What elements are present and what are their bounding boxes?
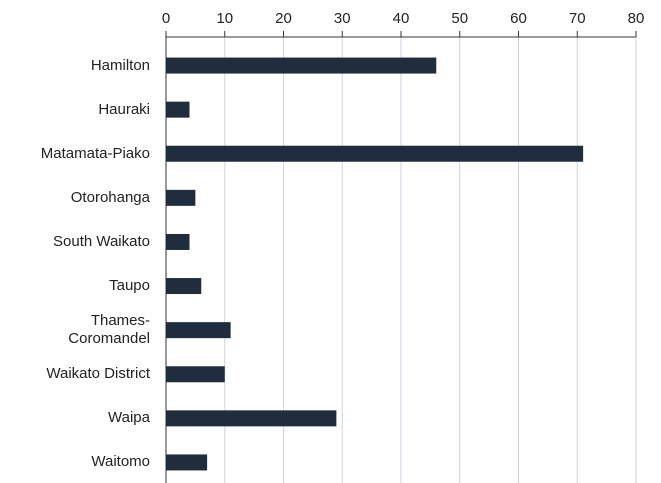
- x-tick-label: 70: [569, 10, 586, 27]
- y-tick-label: Otorohanga: [70, 188, 150, 206]
- x-tick-label: 40: [393, 10, 410, 27]
- y-tick-label: Taupo: [109, 277, 150, 295]
- y-tick-label: Waitomo: [91, 453, 150, 471]
- x-tick-label: 20: [275, 10, 292, 27]
- y-tick-label: Thames- Coromandel: [68, 312, 150, 348]
- bar: [166, 101, 190, 118]
- bar: [166, 410, 337, 427]
- bar: [166, 322, 231, 339]
- bar: [166, 366, 225, 383]
- bar: [166, 233, 190, 250]
- bar: [166, 278, 202, 295]
- y-tick-label: Waipa: [108, 409, 150, 427]
- x-tick-label: 50: [451, 10, 468, 27]
- y-tick-label: South Waikato: [53, 232, 150, 250]
- bar: [166, 454, 208, 471]
- y-tick-label: Hauraki: [98, 100, 150, 118]
- bar: [166, 57, 437, 74]
- y-tick-label: Hamilton: [90, 56, 150, 74]
- y-tick-label: Matamata-Piako: [40, 144, 150, 162]
- bar: [166, 145, 584, 162]
- bar: [166, 189, 196, 206]
- x-tick-label: 60: [510, 10, 527, 27]
- y-tick-label: Waikato District: [46, 365, 150, 383]
- x-tick-label: 30: [334, 10, 351, 27]
- x-tick-label: 80: [628, 10, 645, 27]
- x-tick-label: 10: [216, 10, 233, 27]
- x-tick-label: 0: [162, 10, 170, 27]
